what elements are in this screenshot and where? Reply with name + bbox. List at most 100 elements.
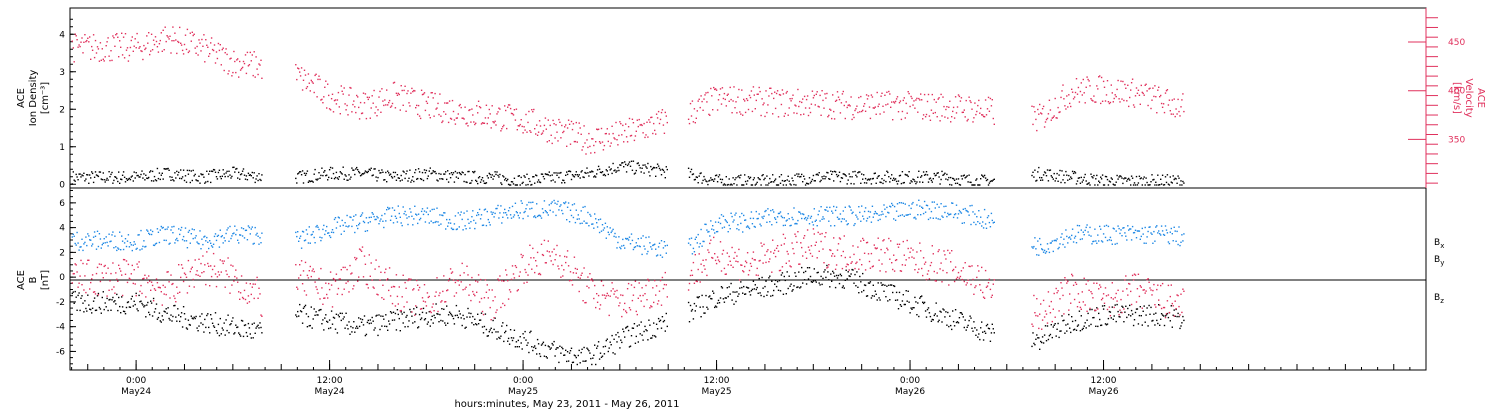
velocity-point — [450, 118, 453, 120]
velocity-point — [1114, 94, 1116, 96]
ion-density-point — [124, 181, 127, 183]
ion-density-point — [485, 182, 488, 184]
by-point — [506, 214, 508, 216]
bx-point — [259, 322, 261, 324]
bz-point — [260, 314, 262, 316]
ion-density-point — [107, 179, 109, 181]
by-point — [730, 212, 732, 214]
ion-density-point — [74, 180, 76, 182]
velocity-point — [852, 114, 854, 116]
by-point — [989, 226, 992, 228]
bx-point — [74, 290, 76, 293]
by-point — [780, 215, 783, 217]
bx-point — [664, 330, 666, 332]
bz-point — [403, 306, 405, 308]
bz-point — [155, 278, 158, 280]
ion-density-point — [416, 178, 418, 180]
velocity-point — [188, 50, 191, 52]
bx-point — [1088, 325, 1090, 327]
bx-point — [1166, 312, 1169, 315]
bx-point — [190, 315, 192, 317]
ion-density-point — [618, 169, 620, 172]
bx-point — [209, 332, 211, 334]
bx-point — [480, 312, 483, 314]
ion-density-point — [352, 169, 354, 171]
by-point — [299, 237, 301, 239]
bz-point — [313, 270, 315, 273]
velocity-point — [1038, 113, 1040, 115]
ion-density-point — [830, 170, 832, 172]
ion-density-point — [666, 168, 668, 171]
bx-point — [637, 341, 639, 343]
by-point — [992, 222, 994, 224]
ion-density-point — [222, 169, 224, 171]
ion-density-point — [442, 178, 444, 180]
bx-point — [390, 312, 393, 314]
by-point — [377, 217, 379, 219]
ion-density-point — [951, 184, 953, 186]
velocity-point — [414, 90, 416, 92]
bx-point — [866, 295, 869, 297]
velocity-point — [838, 98, 841, 101]
bx-point — [373, 329, 375, 331]
bz-point — [409, 279, 411, 281]
bx-point — [1070, 331, 1072, 334]
by-point — [150, 233, 153, 236]
by-point — [713, 229, 715, 231]
velocity-point — [510, 112, 513, 115]
bx-point — [757, 292, 759, 294]
bx-point — [988, 328, 991, 330]
bx-point — [564, 354, 566, 356]
by-point — [313, 236, 315, 239]
by-point — [259, 237, 261, 239]
ion-density-point — [140, 173, 142, 176]
velocity-point — [80, 41, 82, 43]
by-point — [464, 225, 466, 227]
bx-point — [484, 313, 487, 315]
bz-point — [430, 311, 432, 314]
bz-point — [114, 292, 116, 294]
bx-point — [1106, 323, 1109, 325]
velocity-point — [361, 112, 364, 114]
bz-point — [576, 268, 578, 270]
bx-point — [469, 316, 471, 318]
bx-point — [404, 326, 406, 328]
ion-density-point — [431, 172, 433, 174]
by-point — [699, 242, 701, 245]
bz-point — [121, 274, 123, 276]
by-point — [403, 213, 405, 215]
ion-density-point — [690, 168, 693, 171]
velocity-point — [963, 109, 965, 111]
velocity-point — [1064, 105, 1066, 107]
velocity-point — [596, 128, 598, 130]
bx-point — [1102, 308, 1105, 310]
velocity-point — [803, 113, 805, 115]
ion-density-point — [1038, 166, 1040, 169]
velocity-point — [764, 115, 766, 118]
by-point — [906, 214, 908, 216]
bx-point — [170, 314, 172, 316]
velocity-point — [108, 55, 110, 57]
bz-point — [371, 279, 373, 281]
ion-density-point — [325, 174, 327, 177]
velocity-point — [737, 96, 739, 98]
by-point — [937, 218, 939, 220]
bz-point — [345, 282, 347, 284]
velocity-point — [714, 88, 716, 91]
bz-point — [241, 296, 244, 299]
ion-density-point — [157, 177, 160, 180]
by-point — [1102, 233, 1105, 235]
bx-point — [690, 310, 693, 312]
bx-point — [299, 303, 301, 306]
ion-density-point — [165, 168, 167, 170]
by-point — [247, 225, 250, 227]
ion-density-point — [108, 171, 110, 173]
ion-density-point — [348, 174, 350, 176]
velocity-point — [401, 89, 403, 92]
velocity-point — [1100, 102, 1102, 105]
bz-point — [535, 260, 537, 262]
bx-point — [344, 327, 346, 329]
velocity-point — [912, 104, 914, 106]
ion-density-point — [893, 179, 896, 181]
by-point — [1154, 240, 1156, 242]
